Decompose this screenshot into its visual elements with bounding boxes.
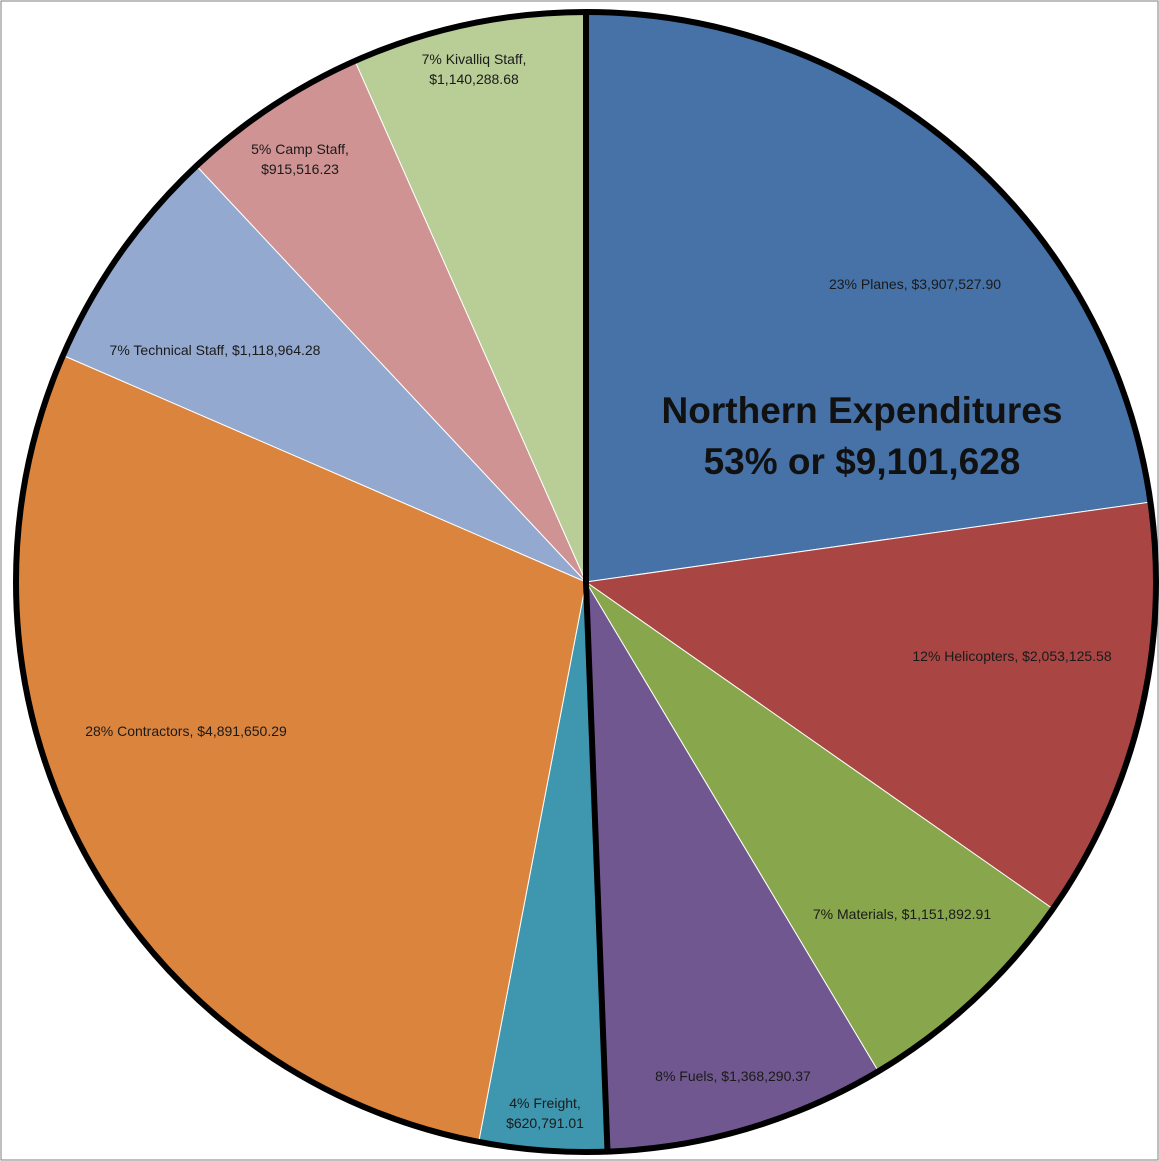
annotation-line2: 53% or $9,101,628: [704, 441, 1021, 482]
slice-label-freight: 4% Freight, $620,791.01: [506, 1095, 584, 1131]
slice-label-kivalliq-staff: 7% Kivalliq Staff, $1,140,288.68: [422, 51, 527, 87]
pie-slices: [15, 11, 1157, 1153]
slice-label-planes: 23% Planes, $3,907,527.90: [829, 276, 1001, 292]
slice-labels: 23% Planes, $3,907,527.90 12% Helicopters…: [85, 51, 1112, 1131]
group-divider-line: [583, 579, 611, 1155]
pie-borders: [13, 9, 1159, 1155]
slice-label-helicopters: 12% Helicopters, $2,053,125.58: [912, 648, 1111, 664]
slice-label-contractors: 28% Contractors, $4,891,650.29: [85, 723, 287, 739]
slice-label-camp-staff: 5% Camp Staff, $915,516.23: [251, 141, 349, 177]
slice-label-technical-staff: 7% Technical Staff, $1,118,964.28: [110, 342, 321, 358]
slice-label-fuels: 8% Fuels, $1,368,290.37: [655, 1068, 811, 1084]
annotation-line1: Northern Expenditures: [662, 390, 1063, 431]
slice-label-materials: 7% Materials, $1,151,892.91: [813, 906, 991, 922]
